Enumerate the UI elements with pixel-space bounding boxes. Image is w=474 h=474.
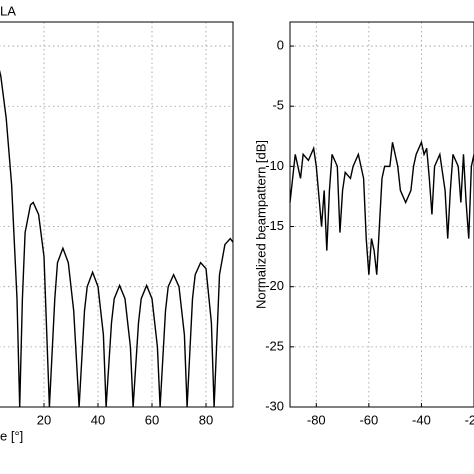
x-tick-label: -40 xyxy=(412,412,431,427)
x-tick-label: 20 xyxy=(37,412,51,427)
plot-frame xyxy=(0,21,234,408)
chart-title: LA xyxy=(0,3,16,18)
y-tick-label: -10 xyxy=(265,158,284,173)
y-axis-label: Normalized beampattern [dB] xyxy=(253,140,268,309)
x-tick-label: 80 xyxy=(199,412,213,427)
plot-frame xyxy=(289,21,474,408)
line-series xyxy=(0,69,234,408)
y-tick-label: -20 xyxy=(265,278,284,293)
line-series xyxy=(289,140,474,275)
y-tick-label: 0 xyxy=(277,38,284,53)
x-tick-label: 40 xyxy=(91,412,105,427)
y-tick-label: -30 xyxy=(265,398,284,413)
x-axis-label: e [°] xyxy=(0,428,23,443)
y-tick-label: -25 xyxy=(265,338,284,353)
x-tick-label: -20 xyxy=(465,412,474,427)
y-tick-label: -15 xyxy=(265,218,284,233)
y-tick-label: -5 xyxy=(272,98,284,113)
x-tick-label: -60 xyxy=(359,412,378,427)
x-tick-label: 60 xyxy=(145,412,159,427)
x-tick-label: -80 xyxy=(307,412,326,427)
